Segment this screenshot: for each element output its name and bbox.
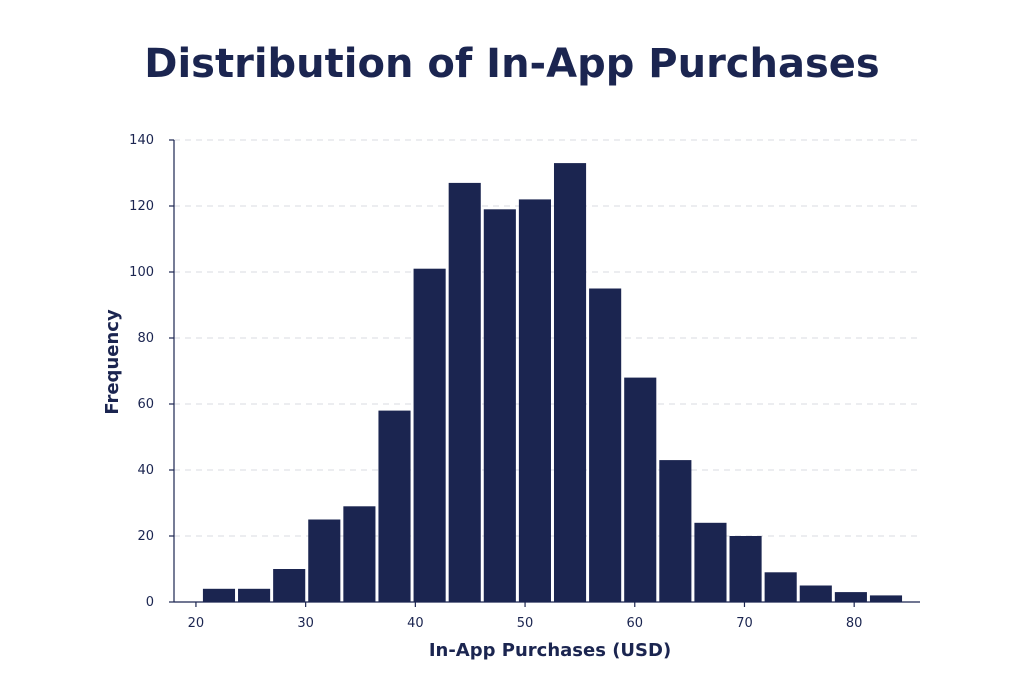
y-tick-label: 100 — [129, 265, 154, 280]
x-tick-label: 70 — [736, 616, 753, 631]
x-tick-label: 60 — [626, 616, 643, 631]
histogram-bar — [483, 209, 516, 603]
x-tick-label: 20 — [188, 616, 205, 631]
axes — [173, 140, 920, 603]
histogram-bar — [659, 460, 692, 602]
y-tick-label: 120 — [129, 199, 154, 214]
histogram-bar — [413, 268, 446, 602]
histogram-bar — [308, 519, 341, 602]
histogram-bar — [238, 588, 271, 602]
x-tick-label: 30 — [297, 616, 314, 631]
histogram-bar — [518, 199, 551, 602]
chart-title: Distribution of In-App Purchases — [144, 41, 879, 87]
y-tick-label: 60 — [137, 397, 154, 412]
histogram-bar — [378, 410, 411, 602]
histogram-bar — [799, 585, 832, 602]
bars — [202, 163, 903, 603]
x-axis-label: In-App Purchases (USD) — [429, 640, 671, 661]
y-tick-label: 40 — [137, 463, 154, 478]
histogram-bar — [202, 588, 236, 602]
histogram-bar — [624, 377, 657, 602]
y-tick-label: 80 — [137, 331, 154, 346]
histogram-bar — [869, 595, 903, 602]
x-tick-label: 80 — [846, 616, 863, 631]
y-tick-label: 20 — [137, 529, 154, 544]
histogram-bar — [729, 536, 762, 602]
y-tick-labels: 0 20 40 60 80 100 120 140 — [129, 133, 174, 610]
y-axis-label: Frequency — [102, 309, 123, 415]
histogram-bar — [273, 569, 306, 602]
histogram-bar — [343, 506, 376, 602]
grid-lines — [174, 139, 920, 537]
histogram-bar — [834, 592, 867, 602]
histogram-bar — [694, 522, 727, 602]
x-tick-labels: 20 30 40 50 60 70 80 — [188, 602, 863, 631]
x-tick-label: 40 — [407, 616, 424, 631]
histogram-bar — [553, 163, 587, 602]
y-tick-label: 140 — [129, 133, 154, 148]
histogram-bar — [589, 288, 622, 602]
x-tick-label: 50 — [517, 616, 534, 631]
histogram-bar — [764, 572, 797, 602]
y-tick-label: 0 — [146, 595, 154, 610]
histogram-bar — [448, 182, 481, 602]
